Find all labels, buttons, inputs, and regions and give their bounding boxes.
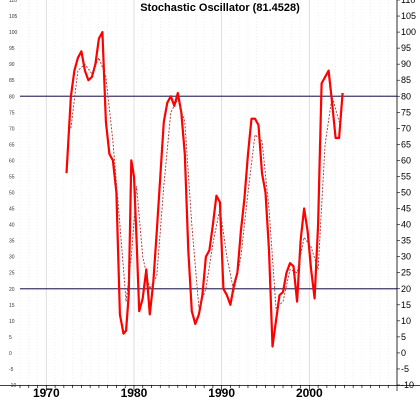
y-tick-label-left: 75 [9,110,15,116]
x-tick-label: 1980 [121,386,148,400]
x-tick-label: 2000 [296,386,323,400]
y-tick-label-left: 110 [9,0,17,4]
y-tick-label: 95 [401,43,411,53]
y-tick-label: 35 [401,236,411,246]
y-tick-label: 15 [401,300,411,310]
series-layer [65,30,344,348]
y-tick-label: 60 [401,155,411,165]
y-tick-label-left: 5 [9,335,12,341]
y-tick-label-left: 50 [9,191,15,197]
y-tick-label-left: 80 [9,94,15,100]
y-tick-label-left: -10 [9,383,16,389]
y-tick-label-left: -5 [9,367,14,373]
y-tick-label: 80 [401,91,411,101]
signal-line [70,56,340,309]
oscillator-line [65,30,344,348]
y-tick-label-left: 25 [9,271,15,277]
y-tick-label: 10 [401,316,411,326]
y-tick-label: 70 [401,123,411,133]
y-tick-label: 75 [401,107,411,117]
y-tick-label: 45 [401,204,411,214]
y-tick-label: 25 [401,268,411,278]
y-tick-label: 0 [401,348,406,358]
y-tick-label: 30 [401,252,411,262]
y-tick-label-left: 45 [9,207,15,213]
y-tick-label-left: 60 [9,158,15,164]
chart-title: Stochastic Oscillator (81.4528) [140,2,300,14]
y-tick-label: 5 [401,332,406,342]
y-tick-label-left: 70 [9,126,15,132]
y-tick-label-left: 100 [9,30,18,36]
y-tick-label-left: 40 [9,223,15,229]
y-tick-label-left: 10 [9,319,15,325]
y-tick-label: 90 [401,59,411,69]
y-tick-label-left: 65 [9,142,15,148]
y-tick-label: -10 [401,380,414,390]
y-tick-label: 65 [401,139,411,149]
y-tick-label: 100 [401,27,416,37]
y-tick-label-left: 0 [9,351,12,357]
y-tick-label-left: 35 [9,239,15,245]
x-tick-label: 1990 [208,386,235,400]
y-tick-label-left: 15 [9,303,15,309]
y-tick-label: 110 [401,0,415,5]
y-tick-label: 85 [401,75,411,85]
y-tick-label: -5 [401,364,409,374]
y-tick-label-left: 55 [9,174,15,180]
y-tick-label-left: 95 [9,46,15,52]
y-tick-label-left: 105 [9,14,18,20]
y-tick-label-left: 90 [9,62,15,68]
y-tick-label-left: 85 [9,78,15,84]
y-tick-label: 20 [401,284,411,294]
y-tick-label-left: 20 [9,287,15,293]
y-tick-label: 55 [401,171,411,181]
y-tick-label: 50 [401,188,411,198]
y-tick-label: 40 [401,220,411,230]
y-tick-label: 105 [401,11,416,21]
x-tick-label: 1970 [33,386,60,400]
reference-lines [20,95,397,290]
y-tick-label-left: 30 [9,255,15,261]
